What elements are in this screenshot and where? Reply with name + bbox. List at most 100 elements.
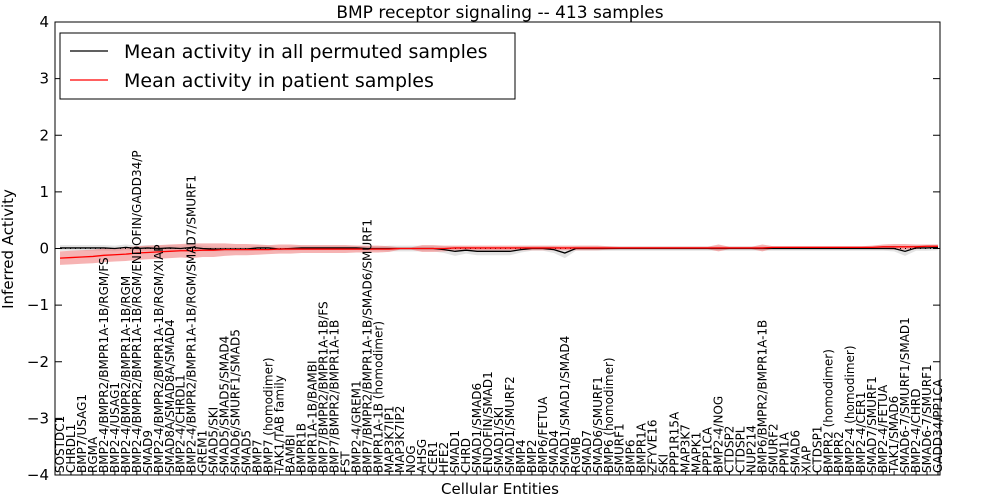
x-tick-label: BMP6/FETUA	[536, 396, 550, 473]
x-tick-label: SMAD9	[141, 430, 155, 473]
x-tick-label: SMAD7	[580, 430, 594, 473]
x-tick-label: PPP1R15A	[668, 411, 682, 473]
x-tick-label: SMAD1/SMAD6	[470, 383, 484, 473]
x-tick-label: BMPR2 (homodimer)	[821, 349, 835, 473]
x-tick-label: XIAP	[799, 446, 813, 473]
x-tick-label: ENDOFIN/SMAD1	[481, 371, 495, 473]
x-tick-label: BMP7/BMPR2/BMPR1A-1B/SMAD6/SMURF1	[360, 219, 374, 473]
x-tick-labels: SOSTDC1CHRDL1BMP7/USAG1RGMABMP2-4/BMPR2/…	[53, 150, 945, 475]
x-tick-label: SMAD1/SMURF2	[503, 376, 517, 473]
x-tick-label: CTDSPL	[733, 426, 747, 473]
legend-box	[59, 32, 516, 100]
x-tick-label: BMP2-4/CHRD	[909, 389, 923, 473]
x-tick-label: AHSG	[415, 439, 429, 473]
x-tick-label: BMP7	[251, 440, 265, 473]
x-tick-label: SKI	[657, 454, 671, 473]
x-tick-label: SMAD6	[788, 430, 802, 473]
x-tick-label: CTDSP2	[722, 426, 736, 473]
x-tick-label: SMAD1/SKI	[492, 407, 506, 473]
x-tick-label: NOG	[404, 445, 418, 473]
x-tick-label: SMAD5	[240, 430, 254, 473]
x-tick-label: BMP7/BMPR2/BMPR1A-1B/FS	[316, 301, 330, 473]
x-tick-label: BMP2-4/FETUA	[876, 384, 890, 473]
line-patient	[59, 245, 938, 259]
x-tick-label: BMP4	[514, 440, 528, 473]
x-tick-label: BMP7/USAG1	[75, 394, 89, 473]
y-axis-label: Inferred Activity	[0, 189, 17, 309]
x-tick-label: RGMB	[569, 437, 583, 473]
plot-frame	[54, 21, 941, 476]
x-tick-label: BMP2-4/CHRDL1	[174, 374, 188, 473]
x-tick-label: BMP2-4/NOG	[712, 396, 726, 473]
y-tick-label: −3	[27, 409, 49, 427]
x-tick-label: BMP2-4/CER1	[854, 392, 868, 473]
y-tick-label: 3	[39, 70, 49, 88]
x-tick-label: BMPR1A-1B/BAMBI	[305, 360, 319, 473]
x-tick-label: SMAD8A/SMAD8A/SMAD4	[163, 319, 177, 473]
legend-label-patient: Mean activity in patient samples	[124, 70, 434, 92]
x-tick-label: NUP214	[744, 425, 758, 473]
x-tick-label: SMAD7/SMURF1	[865, 376, 879, 473]
x-tick-label: BMP6	[624, 440, 638, 473]
x-tick-label: CHRDL1	[64, 424, 78, 473]
y-ticks: −4 −3 −2 −1 0 1 2 3 4	[27, 13, 940, 484]
x-tick-label: SMAD4	[547, 430, 561, 473]
x-tick-label: BMP2-4/GREM1	[349, 380, 363, 473]
x-tick-label: SMAD1	[448, 430, 462, 473]
x-tick-label: BMP2-4/BMPR2/BMPR1A-1B/RGM	[119, 276, 133, 473]
x-tick-label: TAK1/TAB family	[273, 375, 287, 474]
x-tick-label: SOSTDC1	[53, 416, 67, 473]
x-tick-label: ZFYVE16	[646, 419, 660, 473]
legend: Mean activity in all permuted samples Me…	[59, 32, 516, 100]
x-tick-label: BMP7 (homodimer)	[262, 357, 276, 473]
x-tick-label: BMP7/BMPR2/BMPR1A-1B	[327, 320, 341, 473]
chart-title: BMP receptor signaling -- 413 samples	[336, 3, 663, 23]
x-tick-label: CTDSP1	[810, 426, 824, 473]
x-tick-label: SMAD6/SMURF1	[591, 376, 605, 473]
x-tick-label: HFE2	[437, 442, 451, 473]
x-tick-label: BMP2-4/BMPR2/BMPR1A-1B/RGM/XIAP	[152, 244, 166, 473]
legend-label-permuted: Mean activity in all permuted samples	[124, 41, 487, 63]
x-tick-label: BMPR1B	[294, 423, 308, 473]
x-tick-label: CER1	[426, 441, 440, 473]
x-tick-label: SMAD6/SMURF1/SMAD5	[229, 329, 243, 473]
x-tick-label: SMAD6-7/SMURF1	[920, 364, 934, 473]
x-tick-label: FST	[338, 451, 352, 473]
y-tick-label: 4	[39, 13, 49, 31]
x-tick-label: SMAD1/SMAD1/SMAD4	[558, 336, 572, 473]
y-tick-label: 0	[39, 240, 49, 258]
x-tick-label: MAPK1	[690, 432, 704, 473]
x-tick-label: MAP3K7	[679, 424, 693, 473]
x-tick-label: BMP6 (homodimer)	[602, 357, 616, 473]
x-tick-label: BMP2-4 (homodimer)	[843, 345, 857, 473]
y-tick-label: 2	[39, 126, 49, 144]
x-tick-label: BMP6/BMPR2/BMPR1A-1B	[755, 320, 769, 473]
x-tick-label: BMP2-4/BMPR2/BMPR1A-1B/RGM/FS	[97, 257, 111, 473]
x-tick-label: BMP2-4/USAG1	[108, 382, 122, 473]
x-tick-label: BMPR1A	[635, 422, 649, 473]
x-tick-label: BMPR1A-1B (homodimer)	[371, 321, 385, 473]
y-tick-label: −4	[27, 466, 49, 484]
x-tick-label: RGMA	[86, 436, 100, 473]
x-tick-label: CHRD	[459, 438, 473, 473]
y-tick-label: −1	[27, 296, 49, 314]
x-tick-label: SMURF2	[766, 423, 780, 473]
x-tick-label: BMP2	[525, 440, 539, 473]
x-tick-label: SMAD5/SMAD5/SMAD4	[218, 336, 232, 473]
x-tick-label: BMPR2	[832, 431, 846, 473]
x-tick-label: SMAD6-7/SMURF1/SMAD1	[898, 317, 912, 473]
x-tick-label: PPP1CA	[701, 426, 715, 473]
x-tick-label: SMAD5/SKI	[207, 407, 221, 473]
x-tick-label: GADD34/PP1CA	[931, 378, 945, 473]
x-tick-label: TAK1/SMAD6	[887, 396, 901, 474]
x-tick-label: PPM1A	[777, 432, 791, 473]
x-tick-label: BMP2-4/BMPR2/BMPR1A-1B/RGM/SMAD7/SMURF1	[185, 175, 199, 473]
x-tick-label: MAP3K7IP1	[382, 406, 396, 473]
y-tick-label: −2	[27, 353, 49, 371]
x-tick-label: GREM1	[196, 430, 210, 473]
x-tick-label: MAP3K7IP2	[393, 406, 407, 473]
series-lines	[55, 245, 940, 259]
x-axis-label: Cellular Entities	[441, 480, 559, 498]
x-tick-label: BAMBI	[283, 434, 297, 473]
